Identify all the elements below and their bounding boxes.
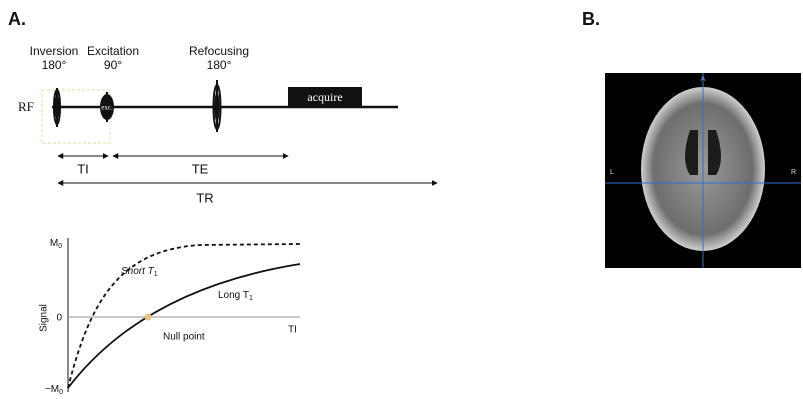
excitation-pulse: exc.	[100, 92, 114, 122]
inversion-box	[42, 90, 110, 143]
null-point-label: Null point	[163, 332, 205, 343]
pulse-angle: 180°	[42, 58, 67, 72]
null-point	[145, 314, 152, 321]
curve-label: Long T1	[218, 290, 253, 302]
pulse-name: Inversion	[30, 44, 79, 58]
interval-label: TI	[77, 161, 89, 176]
pulse-angle: 90°	[104, 58, 122, 72]
interval-label: TE	[192, 161, 209, 176]
axis-tick-label: 0	[56, 313, 62, 324]
axis-tick-label: M0	[50, 238, 62, 250]
axis-tick-label: −M0	[45, 384, 63, 394]
figure: A. Inversion 180° Excitation 90° Refocus…	[0, 0, 803, 394]
orientation-label: A	[701, 76, 706, 83]
panel-label: B.	[582, 9, 600, 29]
panel-label: A.	[8, 9, 26, 29]
curve-label: Short T1	[121, 266, 158, 278]
inversion-pulse	[54, 88, 60, 127]
long-t1-curve	[68, 264, 300, 388]
y-axis-label: Signal	[39, 304, 50, 332]
orientation-label: L	[610, 169, 614, 176]
x-axis-label: TI	[288, 325, 297, 336]
pulse-name: Refocusing	[189, 44, 249, 58]
pulse-tag: exc.	[101, 104, 113, 112]
refocusing-pulse	[214, 80, 221, 132]
rf-label: RF	[18, 99, 34, 114]
pulse-angle: 180°	[207, 58, 232, 72]
acquire-label: acquire	[307, 90, 342, 104]
pulse-name: Excitation	[87, 44, 139, 58]
interval-label: TR	[196, 190, 213, 205]
short-t1-curve	[68, 244, 300, 388]
orientation-label: R	[791, 169, 796, 176]
